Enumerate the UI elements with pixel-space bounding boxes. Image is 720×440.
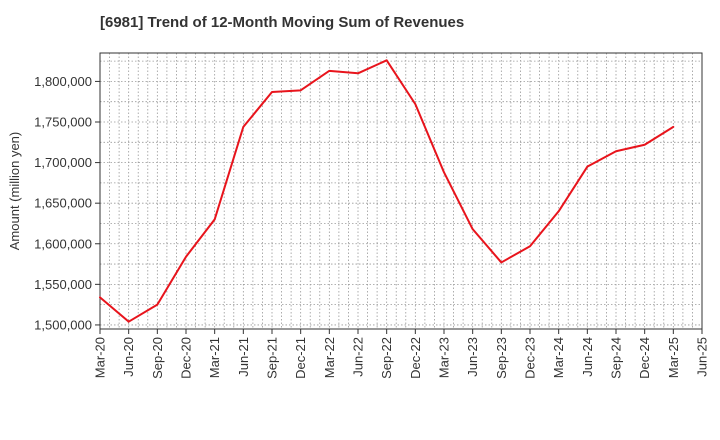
x-tick-label: Mar-20 [93, 337, 108, 378]
plot-background [100, 53, 702, 329]
x-tick-label: Mar-24 [551, 337, 566, 378]
x-tick-label: Dec-21 [293, 337, 308, 379]
x-tick-label: Sep-20 [150, 337, 165, 379]
x-tick-label: Dec-20 [179, 337, 194, 379]
x-tick-label: Sep-22 [379, 337, 394, 379]
x-tick-labels: Mar-20 Jun-20 Sep-20 Dec-20 Mar-21 Jun-21 Sep-… [93, 337, 710, 379]
x-tick-label: Mar-25 [666, 337, 681, 378]
y-tick-label: 1,500,000 [34, 317, 92, 332]
x-tick-label: Jun-25 [695, 337, 710, 377]
chart-title: [6981] Trend of 12-Month Moving Sum of R… [100, 14, 465, 31]
x-tick-label: Mar-23 [437, 337, 452, 378]
y-tick-label: 1,750,000 [34, 115, 92, 130]
y-tick-label: 1,550,000 [34, 277, 92, 292]
x-tick-label: Jun-24 [580, 337, 595, 377]
x-tick-label: Sep-24 [609, 337, 624, 379]
x-tick-label: Sep-21 [265, 337, 280, 379]
x-tick-label: Jun-22 [351, 337, 366, 377]
x-tick-label: Mar-22 [322, 337, 337, 378]
x-tick-label: Jun-21 [236, 337, 251, 377]
y-tick-label: 1,650,000 [34, 196, 92, 211]
plot-border [99, 52, 703, 330]
x-tick-label: Dec-24 [637, 337, 652, 379]
x-tick-label: Jun-20 [121, 337, 136, 377]
grid-lines [100, 53, 702, 329]
y-tick-label: 1,600,000 [34, 236, 92, 251]
y-tick-label: 1,700,000 [34, 155, 92, 170]
y-axis-label: Amount (million yen) [7, 132, 22, 251]
y-tick-label: 1,800,000 [34, 74, 92, 89]
x-tick-label: Dec-22 [408, 337, 423, 379]
axes [95, 52, 703, 334]
x-tick-label: Mar-21 [207, 337, 222, 378]
x-tick-label: Dec-23 [523, 337, 538, 379]
x-tick-label: Sep-23 [494, 337, 509, 379]
x-tick-label: Jun-23 [465, 337, 480, 377]
series-lines [99, 59, 675, 323]
y-tick-labels: 1,500,000 1,550,000 1,600,000 1,650,000 1,70… [34, 74, 92, 333]
